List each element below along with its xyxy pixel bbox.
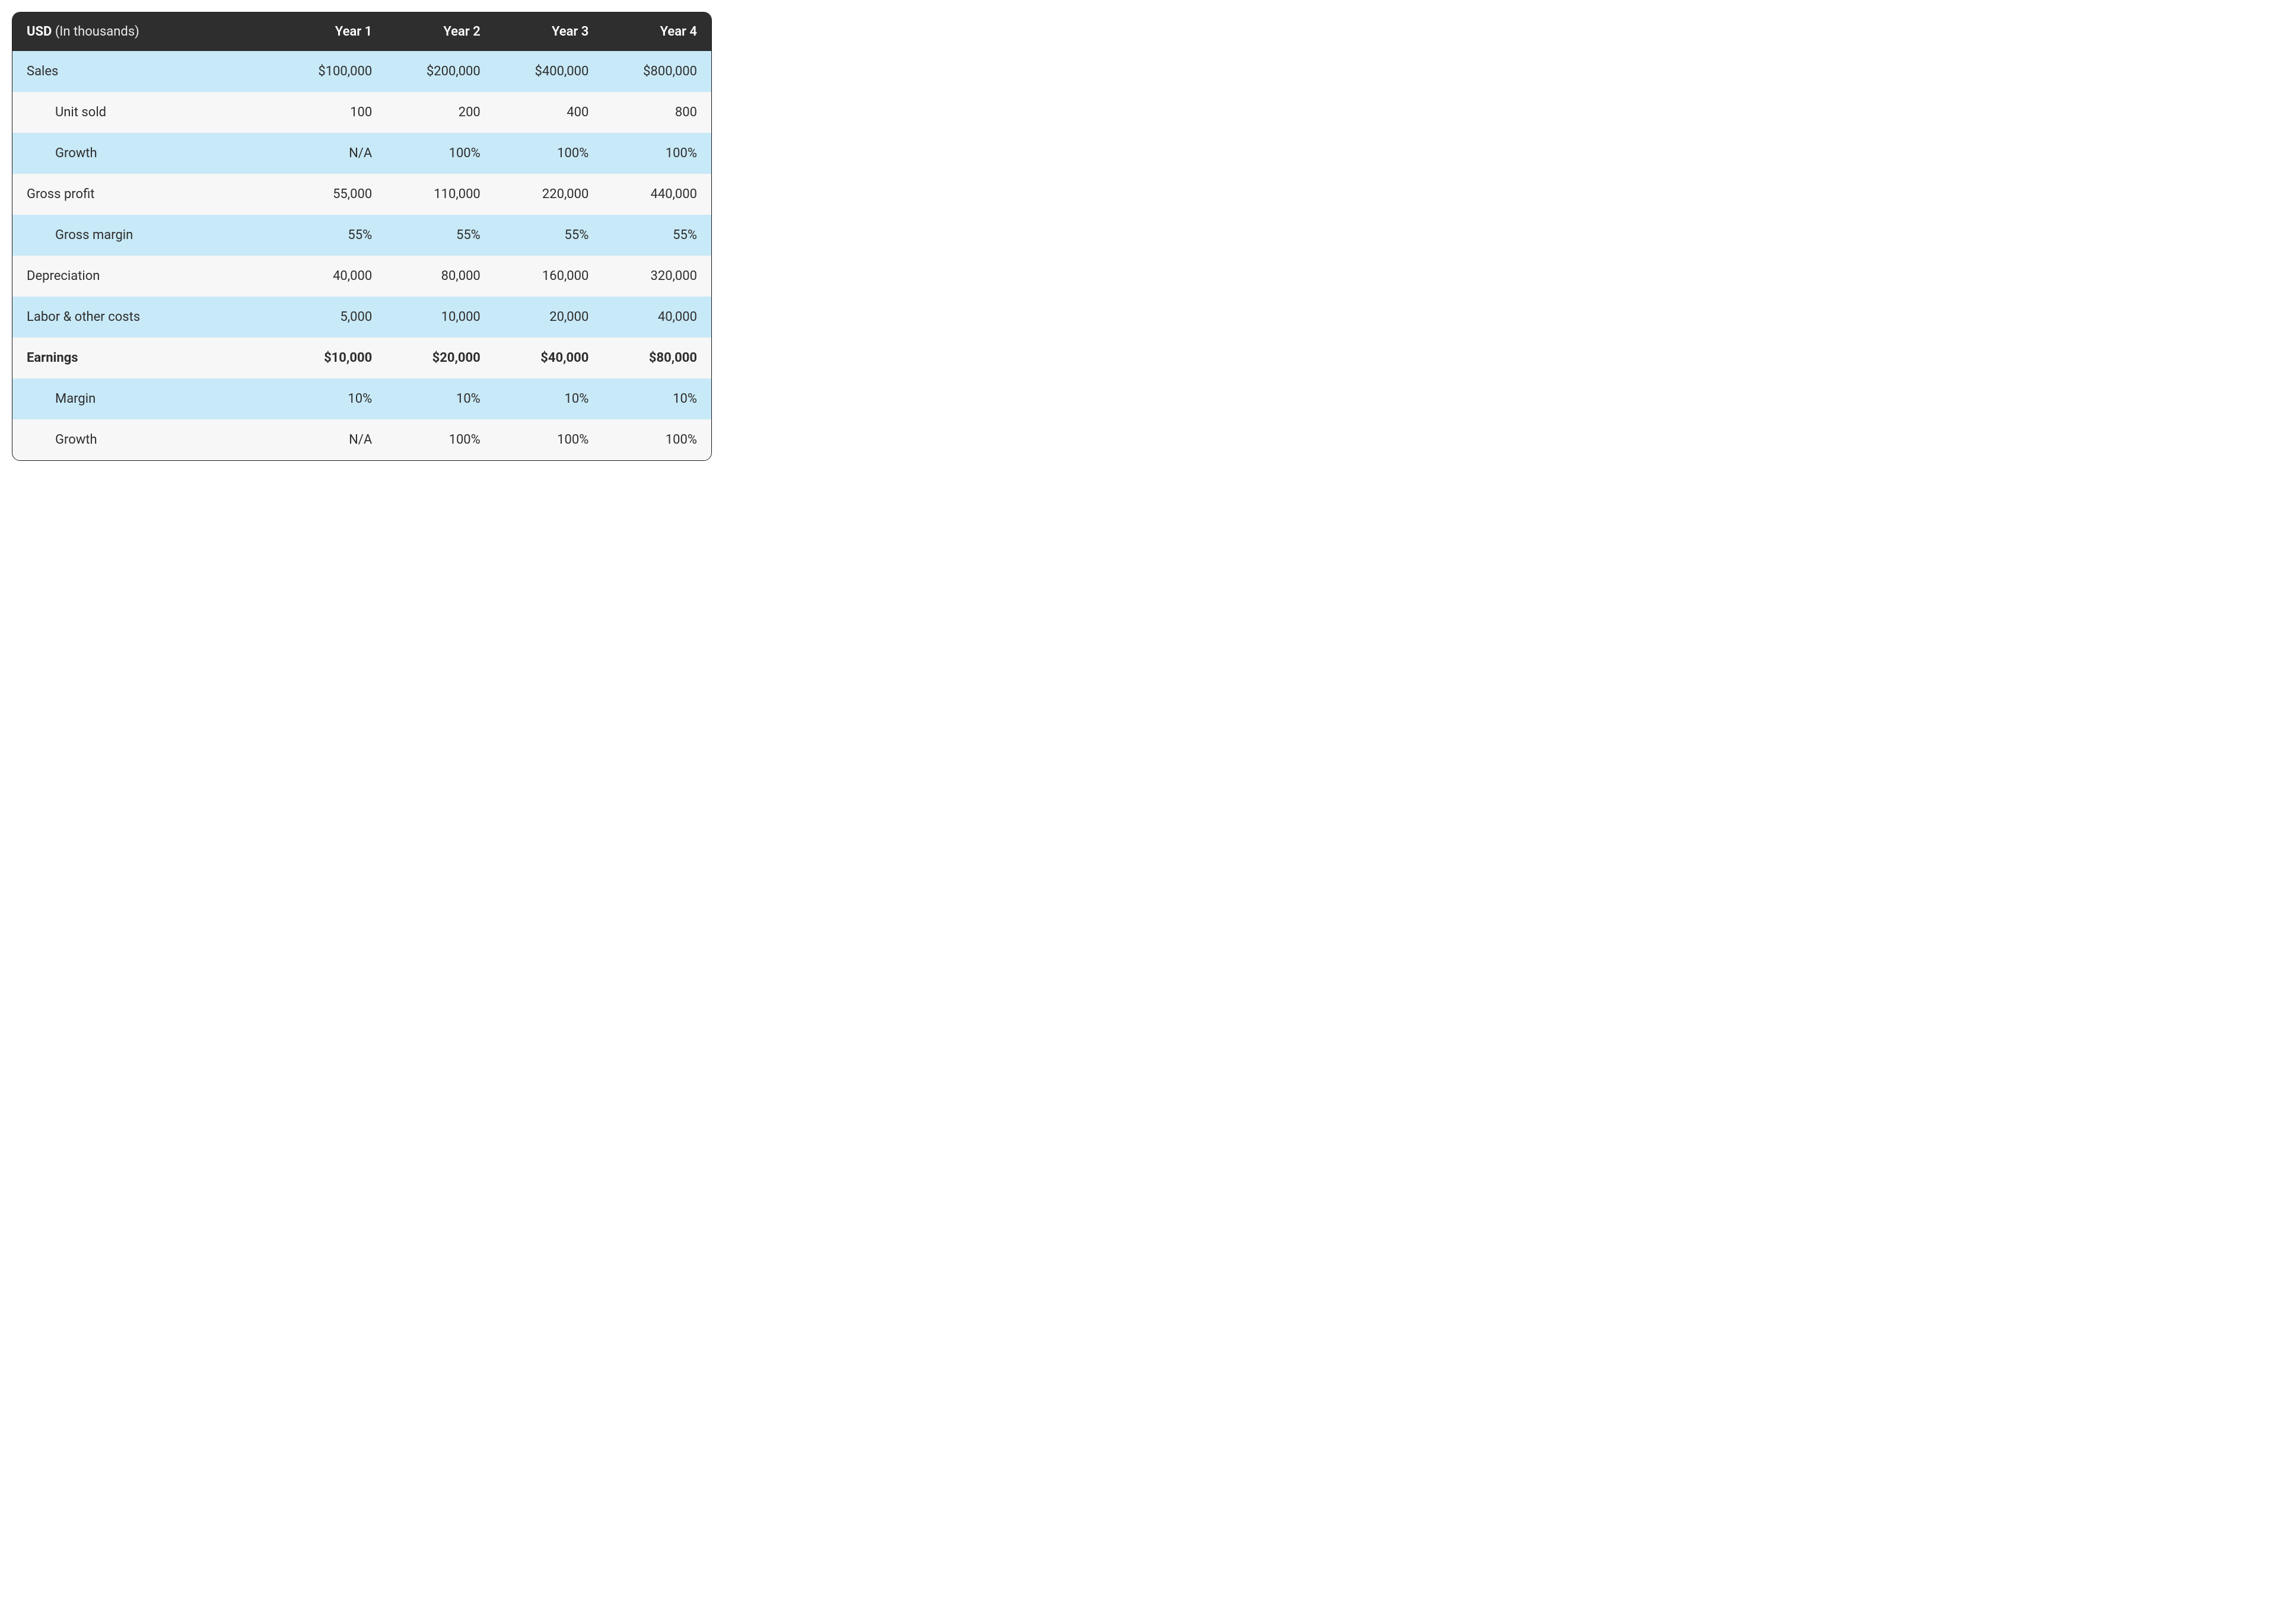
- header-col-4: Year 4: [603, 12, 711, 51]
- table-row: GrowthN/A100%100%100%: [12, 419, 711, 460]
- row-label: Gross profit: [12, 174, 278, 215]
- table-row: Margin10%10%10%10%: [12, 378, 711, 419]
- table-row: Sales$100,000$200,000$400,000$800,000: [12, 51, 711, 92]
- row-label: Margin: [12, 378, 278, 419]
- row-label: Earnings: [12, 337, 278, 378]
- row-value: 160,000: [495, 256, 603, 297]
- row-value: 440,000: [603, 174, 711, 215]
- header-label-cell: USD (In thousands): [12, 12, 278, 51]
- row-value: 55%: [386, 215, 495, 256]
- header-currency: USD: [27, 24, 52, 39]
- row-value: 40,000: [278, 256, 387, 297]
- row-value: 110,000: [386, 174, 495, 215]
- row-value: 10%: [386, 378, 495, 419]
- row-value: 100%: [495, 419, 603, 460]
- row-value: 100%: [386, 133, 495, 174]
- row-value: $40,000: [495, 337, 603, 378]
- row-label: Unit sold: [12, 92, 278, 133]
- row-value: 320,000: [603, 256, 711, 297]
- row-value: 10%: [495, 378, 603, 419]
- row-value: 100%: [386, 419, 495, 460]
- table-row: Earnings$10,000$20,000$40,000$80,000: [12, 337, 711, 378]
- row-value: 55,000: [278, 174, 387, 215]
- row-label: Depreciation: [12, 256, 278, 297]
- table-body: Sales$100,000$200,000$400,000$800,000Uni…: [12, 51, 711, 460]
- row-value: 5,000: [278, 297, 387, 337]
- row-value: $80,000: [603, 337, 711, 378]
- financial-table: USD (In thousands) Year 1 Year 2 Year 3 …: [12, 12, 712, 461]
- row-value: 20,000: [495, 297, 603, 337]
- row-value: 55%: [495, 215, 603, 256]
- row-value: 10%: [278, 378, 387, 419]
- row-value: 100: [278, 92, 387, 133]
- row-label: Growth: [12, 419, 278, 460]
- row-value: $400,000: [495, 51, 603, 92]
- row-value: 200: [386, 92, 495, 133]
- row-value: 400: [495, 92, 603, 133]
- row-value: 100%: [603, 419, 711, 460]
- row-value: 100%: [603, 133, 711, 174]
- row-value: 55%: [603, 215, 711, 256]
- table: USD (In thousands) Year 1 Year 2 Year 3 …: [12, 12, 711, 460]
- row-label: Gross margin: [12, 215, 278, 256]
- row-value: 80,000: [386, 256, 495, 297]
- header-col-2: Year 2: [386, 12, 495, 51]
- table-header: USD (In thousands) Year 1 Year 2 Year 3 …: [12, 12, 711, 51]
- header-units: (In thousands): [55, 24, 139, 39]
- table-row: Depreciation40,00080,000160,000320,000: [12, 256, 711, 297]
- row-value: 220,000: [495, 174, 603, 215]
- table-row: Labor & other costs5,00010,00020,00040,0…: [12, 297, 711, 337]
- row-value: 55%: [278, 215, 387, 256]
- row-value: 10%: [603, 378, 711, 419]
- row-value: 40,000: [603, 297, 711, 337]
- row-value: 800: [603, 92, 711, 133]
- row-value: $10,000: [278, 337, 387, 378]
- row-value: $100,000: [278, 51, 387, 92]
- row-value: $200,000: [386, 51, 495, 92]
- table-row: Gross margin55%55%55%55%: [12, 215, 711, 256]
- table-row: Unit sold100200400800: [12, 92, 711, 133]
- row-value: N/A: [278, 133, 387, 174]
- row-value: 100%: [495, 133, 603, 174]
- row-label: Growth: [12, 133, 278, 174]
- header-col-1: Year 1: [278, 12, 387, 51]
- row-value: N/A: [278, 419, 387, 460]
- row-label: Labor & other costs: [12, 297, 278, 337]
- table-row: GrowthN/A100%100%100%: [12, 133, 711, 174]
- row-value: 10,000: [386, 297, 495, 337]
- row-value: $800,000: [603, 51, 711, 92]
- header-col-3: Year 3: [495, 12, 603, 51]
- row-label: Sales: [12, 51, 278, 92]
- row-value: $20,000: [386, 337, 495, 378]
- table-row: Gross profit55,000110,000220,000440,000: [12, 174, 711, 215]
